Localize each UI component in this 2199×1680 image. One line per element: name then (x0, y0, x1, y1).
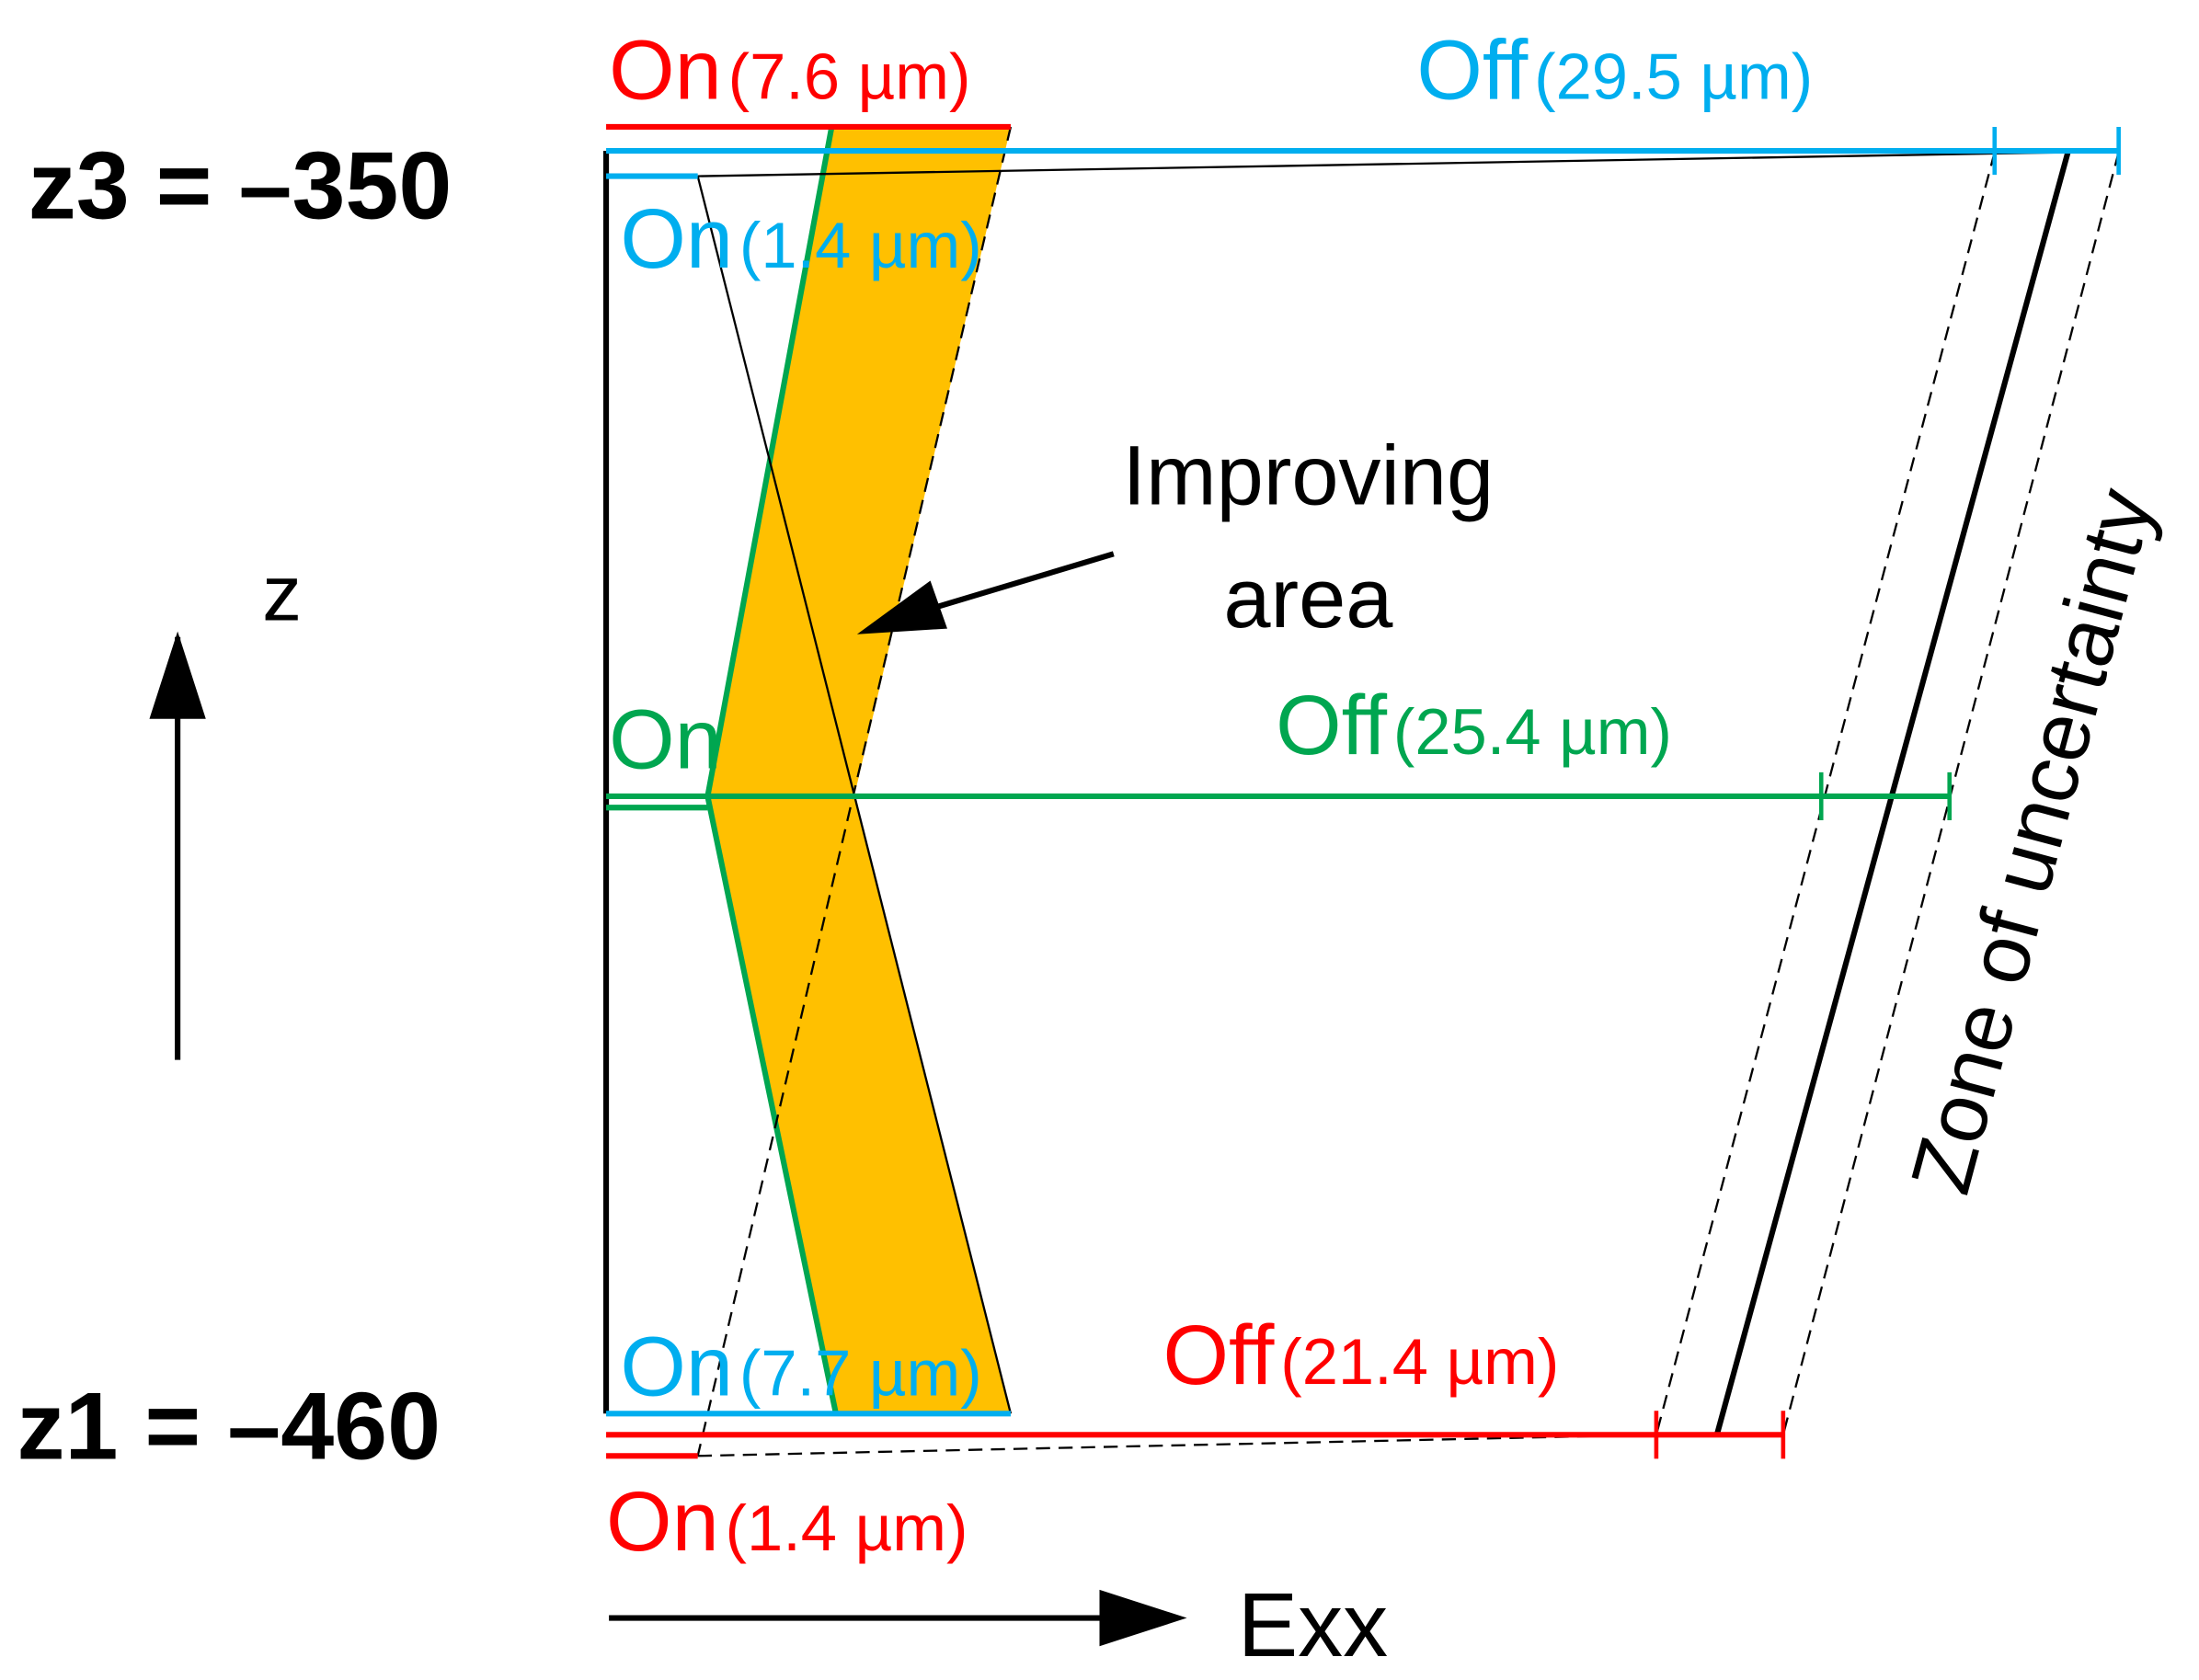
label: Off (21.4 µm) (1162, 1309, 1559, 1402)
label: On (1.4 µm) (620, 192, 981, 286)
axis-label: z (262, 549, 302, 637)
label: Off (25.4 µm) (1276, 679, 1672, 772)
improving-label: Improving (1122, 429, 1494, 523)
label: On (609, 692, 722, 786)
shapes (149, 123, 2121, 1647)
axis-label: Exx (1238, 1574, 1389, 1675)
labels: z3 = –350 z1 = –460 On (7.6 µm) Off (29.… (17, 23, 2171, 1675)
label: Off (29.5 µm) (1416, 23, 1813, 117)
level-label: z1 = –460 (17, 1373, 441, 1480)
label: On (1.4 µm) (606, 1475, 968, 1569)
zone-label: Zone of uncertainty (1894, 479, 2171, 1203)
improving-label: area (1223, 552, 1393, 646)
label: On (7.7 µm) (620, 1320, 981, 1413)
label: On (7.6 µm) (609, 23, 970, 117)
level-label: z3 = –350 (29, 133, 452, 240)
